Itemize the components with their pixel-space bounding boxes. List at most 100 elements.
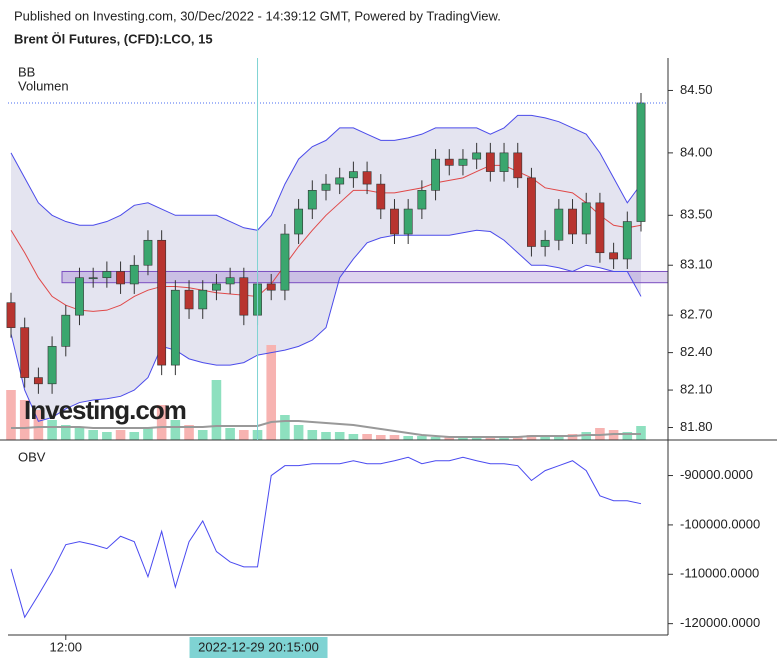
watermark: Investing.com (24, 395, 186, 425)
candle-body (266, 283, 276, 291)
candle-body (116, 271, 125, 285)
volume-bar (88, 430, 98, 440)
candle-body (581, 202, 591, 235)
candle-body (348, 171, 358, 179)
y-tick-label: -120000.0000 (680, 615, 760, 630)
volume-bar (334, 432, 345, 440)
price-zone (61, 270, 669, 284)
volume-bar (266, 345, 277, 440)
candle-body (294, 208, 304, 235)
y-tick-label: 84.00 (680, 144, 713, 159)
volume-bar (143, 428, 153, 440)
volume-bar (485, 437, 496, 440)
volume-bar (622, 432, 633, 440)
y-tick-label: -100000.0000 (680, 516, 760, 531)
candle-body (472, 152, 482, 160)
volume-bar (307, 430, 318, 440)
crosshair-label-box (189, 637, 328, 658)
candle-body (335, 177, 345, 185)
candle-body (431, 158, 440, 191)
volume-bar (156, 405, 167, 440)
volume-bar (321, 432, 331, 440)
volume-bar (471, 437, 482, 440)
bb-upper (10, 114, 642, 231)
volume-ma (11, 420, 641, 438)
candle-body (513, 152, 523, 179)
bb-lower (10, 229, 642, 422)
volume-bar (430, 437, 441, 440)
candle-body (499, 152, 509, 172)
volume-bar (225, 428, 235, 440)
volume-bar (362, 434, 372, 440)
volume-bar (403, 436, 413, 440)
candle-body (636, 102, 646, 222)
candle-body (321, 183, 331, 191)
candle-body (609, 252, 619, 260)
candle-body (403, 208, 413, 235)
volume-bar (197, 430, 208, 440)
published-note: Published on Investing.com, 30/Dec/2022 … (14, 8, 501, 23)
candle-body (390, 208, 399, 235)
y-tick-label: 84.50 (680, 82, 713, 97)
candle-body (280, 233, 290, 291)
candle-body (595, 202, 605, 254)
candle-body (61, 314, 71, 347)
volume-bar (129, 432, 140, 440)
y-tick-label: 82.40 (680, 344, 713, 359)
legend-obv: OBV (18, 449, 46, 464)
candle-body (225, 277, 235, 285)
volume-bar (375, 435, 386, 440)
volume-bar (417, 436, 427, 440)
legend-bb: BB (18, 64, 35, 79)
y-tick-label: -90000.0000 (680, 467, 753, 482)
volume-bar (554, 435, 564, 440)
volume-bar (444, 437, 455, 440)
candle-body (485, 152, 495, 172)
candle-body (102, 271, 112, 279)
candle-body (184, 289, 194, 310)
y-tick-label: 83.10 (680, 257, 713, 272)
legend-volume: Volumen (18, 78, 69, 93)
y-tick-label: 82.10 (680, 382, 713, 397)
candle-body (444, 158, 454, 166)
volume-bar (115, 430, 126, 440)
crosshair-label: 2022-12-29 20:15:00 (198, 639, 319, 654)
candle-body (212, 283, 221, 291)
candle-body (622, 221, 632, 260)
candle-body (540, 239, 550, 247)
volume-bar (211, 380, 222, 440)
candle-body (157, 239, 167, 366)
candle-body (170, 289, 180, 366)
candle-body (568, 208, 577, 235)
candle-body (143, 239, 153, 266)
volume-bar (526, 435, 537, 440)
x-tick-label: 12:00 (50, 639, 83, 654)
candle-body (554, 208, 564, 241)
candle-body (75, 277, 84, 316)
candle-body (239, 277, 249, 316)
volume-bar (540, 436, 550, 440)
y-tick-label: 81.80 (680, 419, 713, 434)
candle-body (376, 183, 386, 210)
y-tick-label: 82.70 (680, 307, 713, 322)
bb-middle (10, 164, 642, 312)
volume-bar (184, 425, 194, 440)
volume-bar (458, 437, 468, 440)
volume-bar (33, 410, 44, 440)
volume-bar (74, 428, 85, 440)
volume-bar (348, 434, 359, 440)
volume-bar (389, 435, 400, 440)
volume-bar (280, 415, 290, 440)
volume-bar (6, 390, 16, 440)
candle-body (458, 158, 468, 166)
obv-line (10, 456, 642, 619)
volume-bar (60, 425, 71, 440)
volume-bar (19, 400, 30, 440)
candle-body (527, 177, 536, 247)
candle-body (20, 327, 30, 378)
candle-body (47, 346, 57, 385)
candle-body (417, 190, 427, 210)
symbol-title: Brent Öl Futures, (CFD):LCO, 15 (14, 31, 213, 46)
volume-bar (239, 430, 249, 440)
